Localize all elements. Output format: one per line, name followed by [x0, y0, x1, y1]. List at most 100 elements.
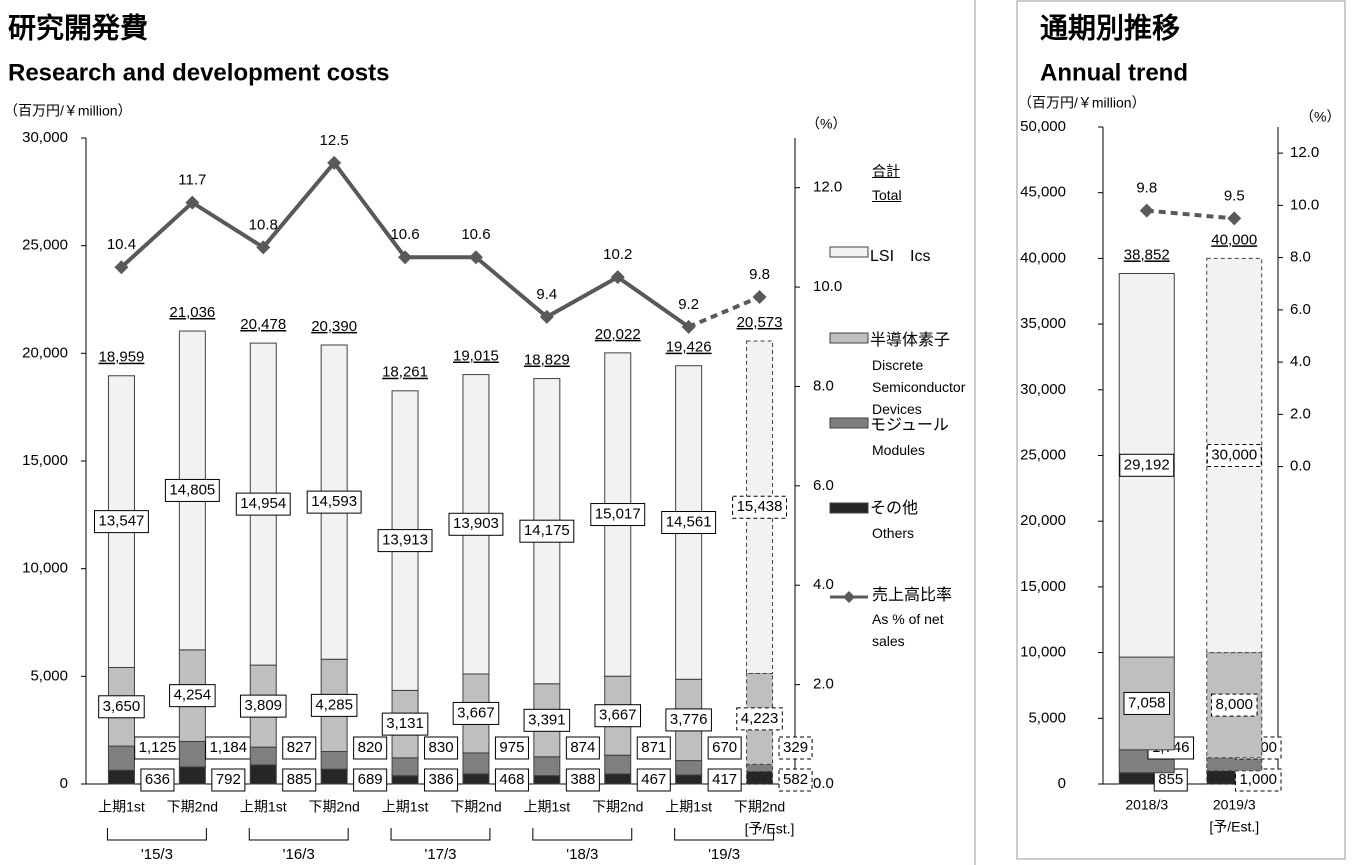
label-box — [424, 768, 459, 792]
bar-segment — [675, 760, 703, 776]
ratio-line — [687, 295, 761, 329]
value-label: 792 — [216, 771, 241, 788]
bar-segment — [249, 746, 277, 766]
label-box — [707, 768, 742, 792]
bar-segment — [178, 766, 206, 785]
bar-segment — [746, 770, 774, 785]
value-label: 582 — [783, 771, 808, 788]
y2-tick-label: 8.0 — [1290, 249, 1311, 266]
label-box — [282, 736, 317, 760]
total-label: 19,015 — [453, 348, 499, 365]
y2-tick-label: 8.0 — [813, 377, 834, 394]
ratio-label: 9.8 — [1136, 180, 1157, 197]
value-label: 467 — [641, 771, 666, 788]
value-label: 417 — [712, 771, 737, 788]
ratio-marker — [1227, 211, 1242, 226]
bar-segment — [1206, 757, 1263, 772]
ratio-label: 10.2 — [603, 246, 632, 263]
y-tick-label: 5,000 — [30, 667, 68, 684]
bar-segment — [533, 775, 561, 785]
total-label: 18,959 — [99, 349, 145, 366]
bar-segment — [320, 751, 348, 770]
label-box — [140, 768, 175, 792]
total-label: 20,022 — [595, 326, 641, 343]
y2-tick-label: 0.0 — [813, 775, 834, 792]
group-bracket — [674, 828, 775, 841]
y-tick-label: 15,000 — [22, 452, 68, 469]
total-label: 18,261 — [382, 364, 428, 381]
label-box — [235, 492, 291, 516]
y-tick-label: 0 — [1058, 775, 1066, 792]
legend-label: モジュール — [870, 417, 949, 434]
label-box — [523, 708, 571, 732]
label-box — [310, 693, 358, 717]
ratio-marker — [327, 155, 342, 170]
total-label: 21,036 — [169, 304, 215, 321]
ratio-line — [1146, 208, 1235, 221]
ratio-label: 10.4 — [107, 236, 136, 253]
y-tick-label: 10,000 — [22, 560, 68, 577]
value-label: 14,805 — [169, 481, 215, 498]
ratio-marker — [185, 195, 200, 210]
label-box — [665, 708, 712, 732]
y2-tick-label: 2.0 — [1290, 405, 1311, 422]
y2-tick-label: 6.0 — [1290, 301, 1311, 318]
label-box — [1119, 453, 1175, 477]
y-tick-label: 30,000 — [22, 129, 68, 146]
value-label: 874 — [570, 739, 595, 756]
value-label: 830 — [429, 739, 454, 756]
y2-tick-label: 10.0 — [813, 278, 842, 295]
value-label: 14,954 — [240, 495, 286, 512]
legend-marker — [843, 591, 855, 603]
value-label: 636 — [145, 771, 170, 788]
x-tick-label: 上期1st — [240, 799, 287, 815]
ratio-marker — [610, 270, 625, 285]
y-tick-label: 50,000 — [1020, 118, 1066, 135]
value-label: 885 — [287, 771, 312, 788]
legend-label-en: Others — [872, 525, 915, 541]
label-box — [636, 768, 671, 792]
label-box — [164, 478, 220, 502]
group-label: '18/3 — [566, 846, 598, 863]
chart-title: 通期別推移 — [1040, 12, 1180, 43]
x-tick-label: 下期2nd — [450, 799, 501, 815]
legend-total: 合計 — [872, 163, 900, 179]
value-label: 3,391 — [528, 711, 566, 728]
label-box — [594, 704, 642, 728]
y-tick-label: 25,000 — [1020, 446, 1066, 463]
x-tick-label: 2018/3 — [1125, 797, 1168, 813]
label-box — [448, 512, 504, 536]
ratio-marker — [539, 309, 554, 324]
x-tick-label: 上期1st — [98, 799, 145, 815]
value-label: 1,000 — [1239, 771, 1277, 788]
ratio-marker — [468, 250, 483, 265]
value-label: 670 — [712, 739, 737, 756]
legend-label-en: As % of net sales — [872, 611, 944, 649]
value-label: 4,285 — [315, 696, 353, 713]
label-box — [707, 736, 742, 760]
x-tick-label: 下期2nd — [592, 799, 643, 815]
bar-segment — [462, 773, 490, 785]
value-label: 14,561 — [666, 513, 712, 530]
value-label: 827 — [287, 739, 312, 756]
value-label: 8,000 — [1215, 696, 1253, 713]
total-label: 40,000 — [1211, 231, 1257, 248]
y2-tick-label: 12.0 — [1290, 144, 1319, 161]
label-box — [452, 701, 500, 725]
bar-segment — [178, 740, 206, 768]
y2-tick-label: 6.0 — [813, 477, 834, 494]
label-box — [239, 694, 287, 718]
estimate-label: [予/Est.] — [1209, 819, 1259, 835]
bar-segment — [320, 768, 348, 785]
value-label: 855 — [1158, 771, 1183, 788]
ratio-marker — [752, 290, 767, 305]
label-box — [98, 695, 145, 719]
bar-segment — [604, 773, 632, 785]
total-label: 20,573 — [737, 314, 783, 331]
label-box — [590, 503, 646, 527]
y-tick-label: 25,000 — [22, 237, 68, 254]
estimate-label: [予/Est.] — [745, 821, 795, 837]
bar-segment — [249, 764, 277, 785]
chart-title: 研究開発費 — [8, 11, 148, 43]
